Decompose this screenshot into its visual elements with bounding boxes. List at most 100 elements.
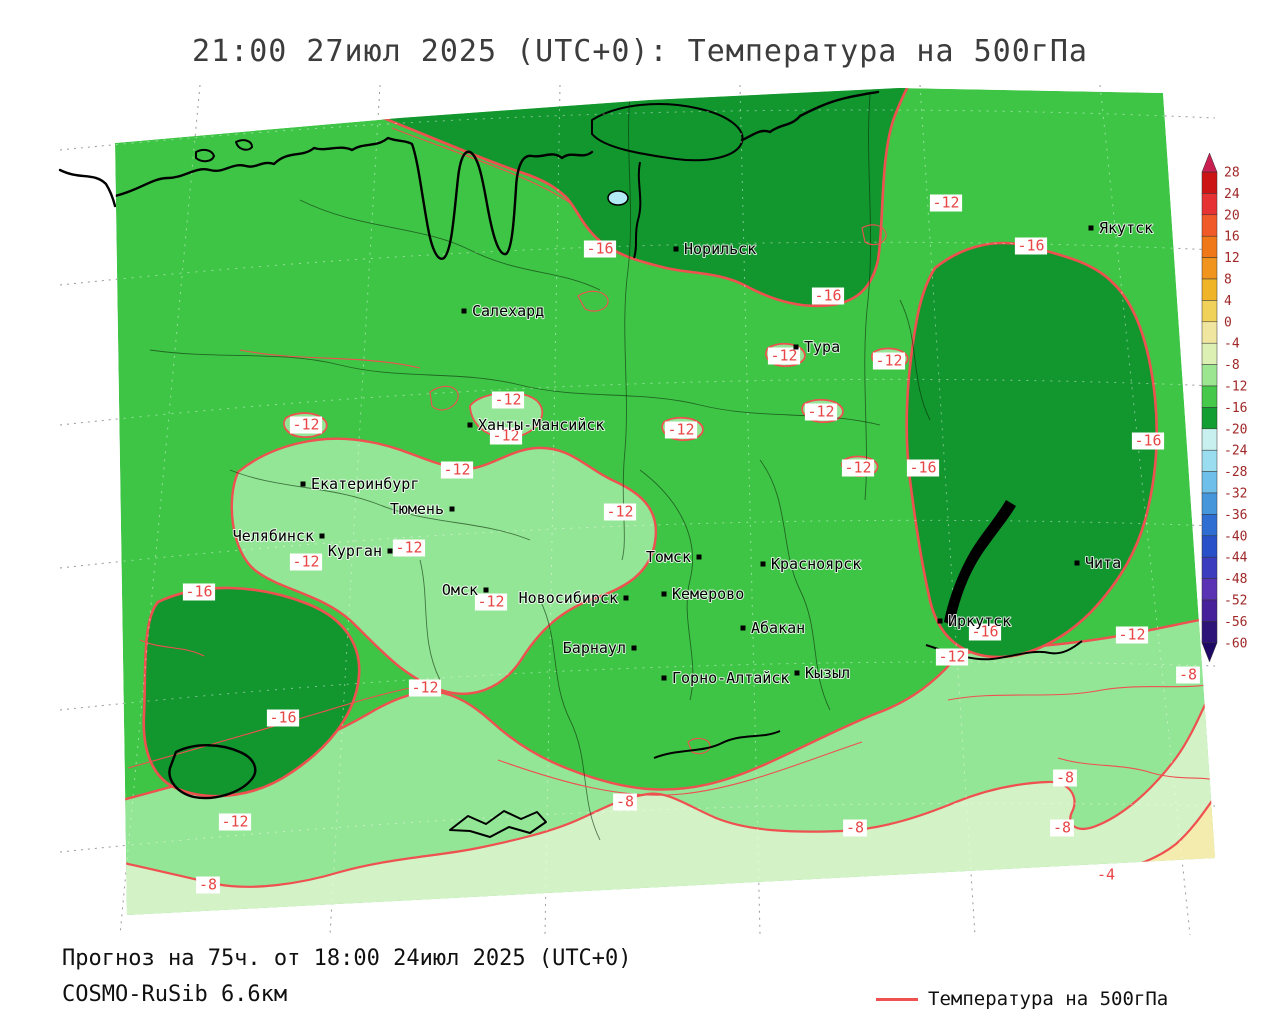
contour-value-label: -12 — [872, 352, 906, 370]
contour-value-text: -16 — [1017, 237, 1044, 255]
isotherm-area-minus16-west — [142, 586, 361, 798]
contour-value-label: -12 — [491, 391, 525, 409]
colorbar-tick-label: 16 — [1224, 230, 1240, 245]
colorbar-cell — [1201, 300, 1218, 323]
city-label: Иркутск — [948, 612, 1011, 630]
city-label: Тура — [804, 338, 840, 356]
colorbar-tick-label: -16 — [1224, 401, 1247, 416]
contour-value-text: -16 — [185, 583, 212, 601]
contour-value-text: -12 — [932, 194, 959, 212]
colorbar-tick-label: -48 — [1224, 572, 1247, 587]
page-title: 21:00 27июл 2025 (UTC+0): Температура на… — [192, 34, 1088, 69]
contour-value-text: -16 — [814, 287, 841, 305]
contour-value-label: -8 — [613, 793, 637, 811]
city-label: Якутск — [1099, 219, 1153, 237]
city-label: Красноярск — [771, 555, 861, 573]
isotherm-thin-lines — [127, 127, 1215, 796]
contour-value-text: -12 — [492, 427, 519, 445]
colorbar-tick-label: -44 — [1224, 551, 1248, 566]
colorbar-cell — [1201, 492, 1218, 515]
isotherm-area-minus16-north — [358, 88, 911, 308]
city-label: Абакан — [751, 619, 805, 637]
contour-value-label: -12 — [218, 813, 252, 831]
contour-value-text: -12 — [938, 648, 965, 666]
contour-value-text: -12 — [443, 461, 470, 479]
colorbar-cell — [1201, 556, 1218, 579]
contour-value-label: -16 — [968, 623, 1002, 641]
sea-gulf — [591, 103, 744, 162]
colorbar-tick-label: 8 — [1224, 273, 1232, 288]
city-marker: Екатеринбург — [300, 474, 420, 494]
contour-value-label: -16 — [1014, 237, 1048, 255]
city-marker: Новосибирск — [518, 588, 629, 608]
contour-value-text: -8 — [846, 819, 864, 837]
city-marker: Челябинск — [232, 526, 325, 546]
colorbar-tick-label: -28 — [1224, 465, 1247, 480]
colorbar-cell — [1201, 364, 1218, 387]
contour-value-text: -12 — [1118, 626, 1145, 644]
city-label: Ханты-Мансийск — [478, 416, 604, 434]
city-marker: Тюмень — [389, 499, 455, 519]
colorbar-tick-label: -20 — [1224, 422, 1247, 437]
city-label: Омск — [442, 581, 478, 599]
contour-value-text: -12 — [770, 347, 797, 365]
colorbar-tick-label: -40 — [1224, 529, 1247, 544]
colorbar-tick-label: -60 — [1224, 636, 1247, 651]
city-label: Тюмень — [390, 500, 444, 518]
forecast-info: Прогноз на 75ч. от 18:00 24июл 2025 (UTC… — [62, 946, 632, 971]
city-marker: Норильск — [673, 239, 757, 259]
contour-value-text: -16 — [586, 240, 613, 258]
colorbar-cell — [1201, 171, 1218, 194]
contour-value-text: -12 — [477, 593, 504, 611]
contour-value-label: -12 — [289, 416, 323, 434]
city-marker: Абакан — [740, 618, 806, 638]
contour-value-label: -8 — [843, 819, 867, 837]
city-label: Челябинск — [233, 527, 314, 545]
contour-value-label: -16 — [1131, 432, 1165, 450]
colorbar-tick-label: 4 — [1224, 294, 1232, 309]
contour-value-label: -12 — [804, 403, 838, 421]
city-marker: Барнаул — [562, 638, 637, 658]
contour-value-label: -16 — [906, 459, 940, 477]
contour-value-label: -16 — [266, 709, 300, 727]
city-label: Барнаул — [563, 639, 626, 657]
colorbar-cell — [1201, 514, 1218, 537]
colorbar-tick-label: -4 — [1224, 337, 1240, 352]
colorbar-cell — [1201, 235, 1218, 258]
city-label: Курган — [328, 542, 382, 560]
colorbar-tick-label: -52 — [1224, 594, 1247, 609]
contour-value-label: -12 — [603, 503, 637, 521]
colorbar-cell — [1201, 449, 1218, 472]
city-marker: Кемерово — [661, 584, 745, 604]
contour-value-text: -8 — [199, 876, 217, 894]
colorbar-cell — [1201, 342, 1218, 365]
colorbar-tick-label: -8 — [1224, 358, 1240, 373]
contour-value-label: -12 — [1115, 626, 1149, 644]
city-marker: Омск — [441, 580, 489, 600]
colorbar-tick-label: 20 — [1224, 208, 1240, 223]
colorbar-bottom-cap — [1201, 642, 1218, 663]
contour-value-text: -8 — [616, 793, 634, 811]
city-markers: Норильск Салехард Тура Ханты-Мансийск Екатер… — [232, 218, 1154, 688]
city-marker: Якутск — [1088, 218, 1154, 238]
city-label: Горно-Алтайск — [672, 669, 789, 687]
contour-value-text: -12 — [606, 503, 633, 521]
contour-value-label: -12 — [489, 427, 523, 445]
colorbar-tick-label: -24 — [1224, 444, 1248, 459]
city-marker: Тура — [793, 337, 841, 357]
contour-value-text: -12 — [844, 459, 871, 477]
city-marker: Иркутск — [937, 611, 1012, 631]
contour-value-text: -4 — [1097, 866, 1115, 884]
city-marker: Салехард — [461, 301, 545, 321]
colorbar-cell — [1201, 193, 1218, 216]
colorbar-cell — [1201, 428, 1218, 451]
contour-value-text: -12 — [411, 679, 438, 697]
colorbar-cell — [1201, 535, 1218, 558]
colorbar-cell — [1201, 385, 1218, 408]
contour-value-label: -12 — [474, 593, 508, 611]
contour-value-text: -12 — [667, 421, 694, 439]
contour-value-label: -12 — [408, 679, 442, 697]
contour-value-text: -16 — [971, 623, 998, 641]
colorbar-cell — [1201, 471, 1218, 494]
colorbar-tick-label: 12 — [1224, 251, 1240, 266]
